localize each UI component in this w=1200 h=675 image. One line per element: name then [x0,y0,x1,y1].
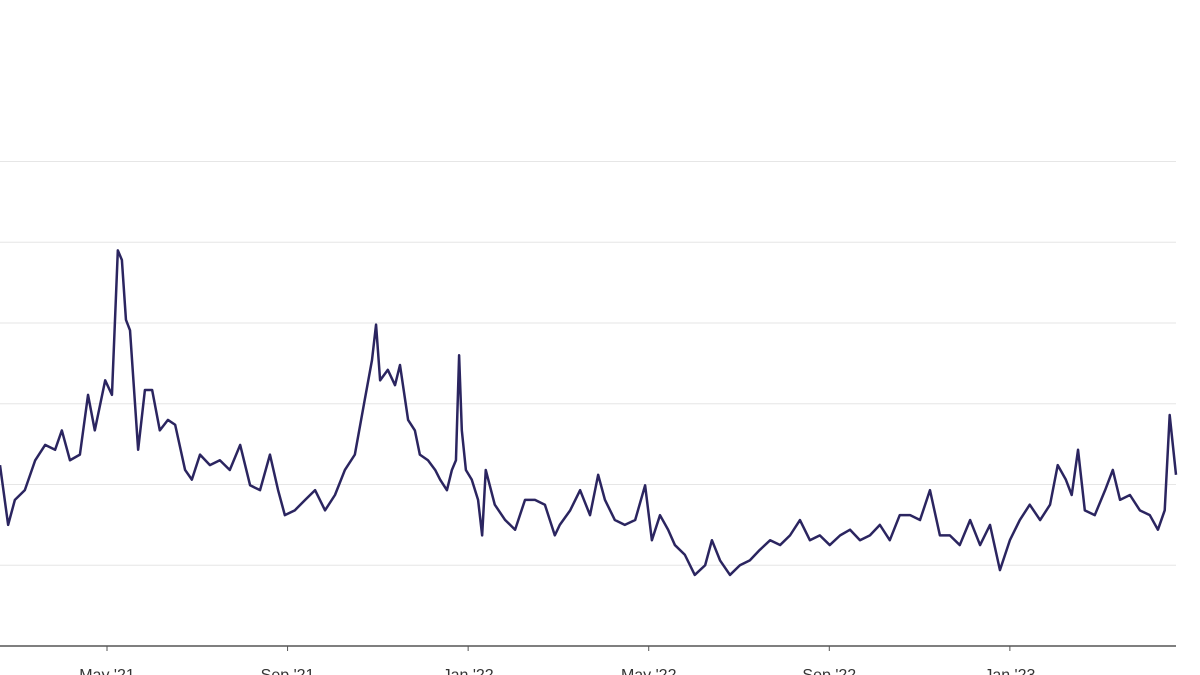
x-tick-label: Jan '23 [984,667,1035,675]
series-line [0,249,1178,577]
x-tick-label: May '22 [621,667,677,675]
x-tick-label: Jan '22 [443,667,494,675]
x-tick-label: Sep '22 [802,667,856,675]
x-tick-label: May '21 [79,667,135,675]
x-tick-label: Sep '21 [261,667,315,675]
